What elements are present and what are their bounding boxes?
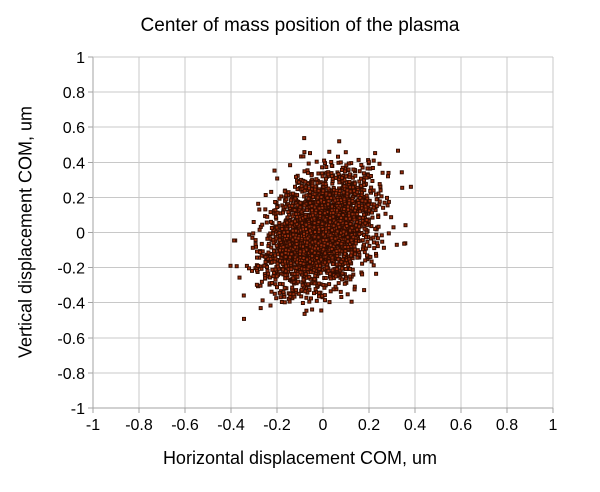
scatter-points [228, 136, 413, 321]
x-tick-label: -1 [86, 417, 100, 434]
x-tick-label: 1 [549, 417, 558, 434]
gridlines [92, 56, 554, 409]
y-tick-label: -0.2 [57, 261, 85, 278]
x-tick-label: -0.8 [125, 417, 153, 434]
x-tick-labels: -1 -0.8 -0.6 -0.4 -0.2 0 0.2 0.4 0.6 0.8 1 [86, 417, 558, 434]
x-tick-label: -0.6 [171, 417, 199, 434]
y-tick-label: 0.4 [63, 155, 85, 172]
x-tick-label: 0.4 [404, 417, 426, 434]
x-axis-title: Horizontal displacement COM, um [162, 448, 438, 468]
tick-marks [88, 56, 554, 413]
y-tick-label: 0.2 [63, 190, 85, 207]
y-tick-label: -0.8 [57, 366, 85, 383]
chart-title: Center of mass position of the plasma [140, 15, 460, 36]
x-tick-label: 0.8 [496, 417, 518, 434]
y-tick-label: -0.4 [57, 296, 85, 313]
x-tick-label: 0.6 [450, 417, 472, 434]
x-tick-label: -0.2 [263, 417, 291, 434]
y-tick-label: 0.8 [63, 85, 85, 102]
y-tick-label: 1 [76, 50, 85, 67]
x-tick-label: -0.4 [217, 417, 245, 434]
y-tick-label: 0 [76, 226, 85, 243]
y-tick-label: -0.6 [57, 331, 85, 348]
y-tick-label: -1 [71, 401, 85, 418]
x-tick-label: 0.2 [358, 417, 380, 434]
y-tick-label: 0.6 [63, 120, 85, 137]
y-tick-labels: 1 0.8 0.6 0.4 0.2 0 -0.2 -0.4 -0.6 -0.8 -1 [57, 50, 85, 418]
x-tick-label: 0 [319, 417, 328, 434]
